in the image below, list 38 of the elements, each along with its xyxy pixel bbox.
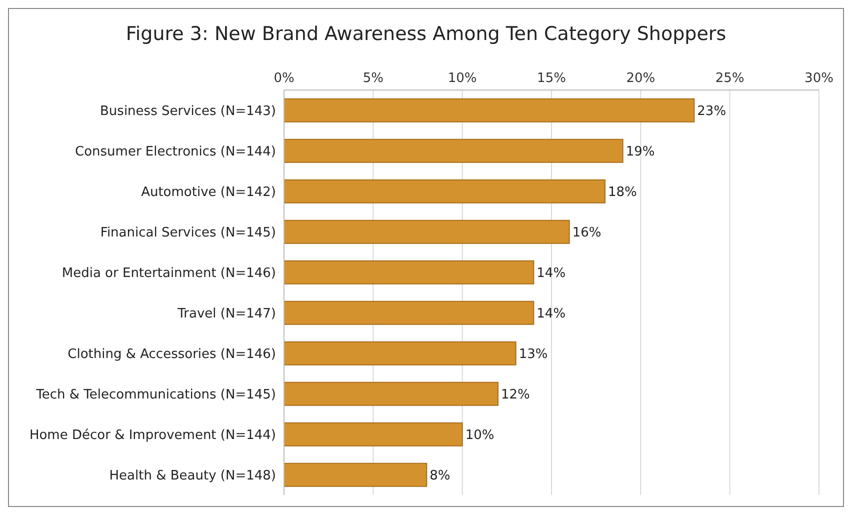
chart-title: Figure 3: New Brand Awareness Among Ten Category Shoppers xyxy=(124,22,728,47)
data-label: 23% xyxy=(697,104,726,120)
y-tick-label: Travel (N=147) xyxy=(176,306,276,322)
x-tick-label: 30% xyxy=(804,71,834,86)
data-label: 16% xyxy=(572,226,602,241)
x-tick-label: 5% xyxy=(362,71,384,86)
y-tick-label: Automotive (N=142) xyxy=(141,184,276,200)
bar xyxy=(284,179,606,204)
x-tick-label: 0% xyxy=(274,71,294,86)
y-tick-label: Business Services (N=143) xyxy=(100,104,276,119)
bar xyxy=(284,98,695,122)
x-tick-label: 15% xyxy=(537,71,566,86)
x-tick-label: 10% xyxy=(448,71,477,86)
data-label: 19% xyxy=(626,144,655,160)
data-label: 10% xyxy=(465,428,494,444)
data-label: 14% xyxy=(536,306,566,322)
bar xyxy=(284,341,516,366)
y-tick-label: Health & Beauty (N=148) xyxy=(109,468,276,484)
bar xyxy=(284,300,534,325)
y-tick-label: Consumer Electronics (N=144) xyxy=(75,144,276,160)
x-tick-label: 25% xyxy=(715,71,744,86)
bar xyxy=(284,462,428,487)
y-tick-label: Finanical Services (N=145) xyxy=(100,225,276,240)
data-label: 12% xyxy=(501,388,530,403)
data-label: 14% xyxy=(536,266,566,282)
y-tick-label: Media or Entertainment (N=146) xyxy=(62,266,276,281)
y-tick-label: Home Décor & Improvement (N=144) xyxy=(29,428,276,443)
bar xyxy=(284,382,498,406)
y-tick-label: Clothing & Accessories (N=146) xyxy=(68,346,276,362)
bar xyxy=(284,220,570,244)
data-label: 18% xyxy=(608,185,637,200)
bar xyxy=(284,138,624,163)
data-label: 13% xyxy=(518,347,548,362)
bar xyxy=(284,260,534,284)
y-tick-label: Tech & Telecommunications (N=145) xyxy=(35,387,276,402)
bar xyxy=(284,422,463,446)
x-tick-label: 20% xyxy=(626,71,656,86)
data-label: 8% xyxy=(430,468,450,484)
